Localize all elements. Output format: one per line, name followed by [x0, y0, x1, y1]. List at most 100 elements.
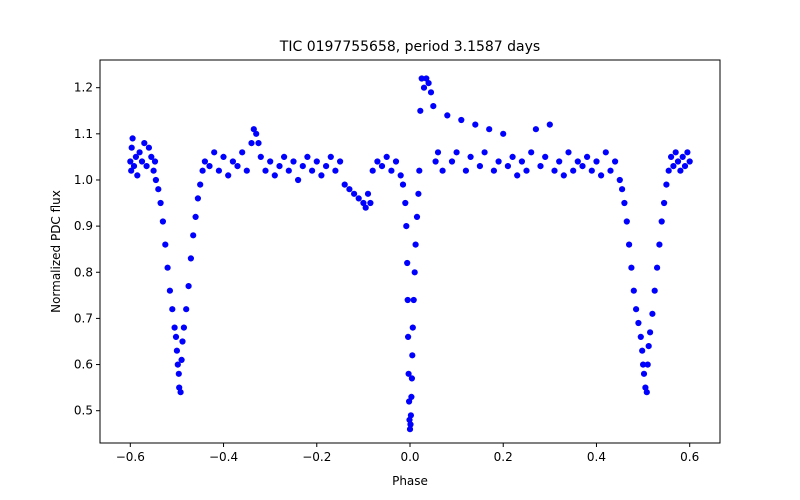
data-point	[640, 370, 648, 377]
data-point	[299, 163, 306, 170]
data-point	[194, 195, 201, 202]
y-tick-label: 0.5	[74, 404, 93, 418]
data-point	[129, 135, 136, 142]
data-point	[448, 158, 456, 165]
data-point	[444, 112, 451, 119]
data-point	[267, 158, 274, 165]
data-point	[155, 186, 162, 193]
data-point	[407, 412, 415, 419]
data-point	[180, 324, 187, 331]
data-point	[402, 199, 409, 207]
data-point	[486, 126, 493, 133]
data-point	[150, 167, 157, 174]
data-point	[427, 89, 435, 96]
data-point	[290, 158, 297, 165]
data-point	[408, 393, 415, 401]
data-point	[130, 163, 138, 170]
data-point	[408, 375, 416, 382]
data-point	[177, 389, 184, 396]
data-point	[415, 190, 422, 197]
data-point	[374, 158, 381, 165]
data-point	[639, 347, 646, 354]
data-point	[458, 116, 465, 124]
data-point	[152, 176, 159, 184]
data-point	[378, 163, 386, 170]
data-point	[281, 153, 288, 160]
data-point	[490, 167, 498, 174]
data-point	[405, 333, 412, 341]
data-point	[148, 153, 155, 160]
data-point	[404, 296, 411, 304]
data-point	[653, 264, 661, 271]
data-point	[651, 287, 658, 294]
data-point	[215, 167, 222, 174]
data-point	[132, 153, 139, 160]
x-axis: −0.6 −0.4 −0.2 0.0 0.2 0.4 0.6	[116, 443, 699, 464]
data-point	[621, 199, 628, 207]
data-point	[346, 186, 353, 193]
data-point	[185, 283, 192, 290]
data-point	[430, 102, 437, 110]
data-point	[309, 167, 316, 174]
data-point	[628, 264, 635, 271]
data-point	[169, 306, 176, 313]
data-point	[625, 241, 633, 248]
data-point	[570, 167, 577, 174]
data-point	[201, 158, 208, 165]
data-point	[271, 172, 278, 179]
data-point	[644, 361, 651, 368]
data-point	[593, 158, 600, 165]
data-point	[588, 167, 595, 174]
data-point	[157, 199, 164, 207]
data-point	[175, 370, 182, 377]
y-axis-label: Normalized PDC flux	[49, 190, 63, 313]
data-point	[206, 163, 213, 170]
data-point	[670, 163, 677, 170]
data-point	[681, 163, 689, 170]
data-point	[162, 241, 169, 248]
data-point	[579, 163, 586, 170]
data-point	[453, 149, 460, 156]
data-point	[276, 163, 283, 170]
y-tick-label: 1.0	[74, 173, 93, 187]
data-point	[141, 140, 148, 147]
data-point	[145, 144, 152, 151]
data-point	[684, 149, 691, 156]
data-point	[383, 153, 390, 160]
data-point	[257, 153, 264, 160]
data-point	[171, 324, 178, 331]
data-point	[560, 172, 567, 179]
data-point	[138, 158, 146, 165]
data-point	[420, 84, 428, 91]
data-point	[134, 172, 141, 179]
data-points-layer	[127, 75, 693, 433]
data-point	[229, 158, 236, 165]
data-point	[262, 167, 269, 174]
data-point	[304, 153, 311, 160]
data-point	[481, 149, 488, 156]
data-point	[476, 163, 484, 170]
data-point	[523, 167, 530, 174]
data-point	[623, 218, 630, 225]
chart-title: TIC 0197755658, period 3.1587 days	[279, 39, 540, 55]
data-point	[341, 181, 348, 188]
data-point	[637, 333, 644, 341]
data-point	[199, 167, 206, 174]
data-point	[174, 361, 181, 368]
data-point	[500, 130, 507, 137]
data-point	[643, 389, 650, 396]
data-point	[397, 172, 404, 179]
data-point	[665, 167, 672, 174]
data-point	[239, 149, 246, 156]
x-tick-label: 0.6	[680, 450, 699, 464]
x-tick-label: 0.2	[494, 450, 513, 464]
data-point	[542, 153, 549, 160]
data-point	[416, 167, 423, 174]
data-point	[253, 130, 260, 137]
data-point	[164, 264, 171, 271]
x-tick-label: 0.0	[400, 450, 419, 464]
data-point	[632, 306, 640, 313]
data-point	[409, 352, 416, 359]
data-point	[243, 167, 250, 174]
data-point	[546, 121, 553, 128]
